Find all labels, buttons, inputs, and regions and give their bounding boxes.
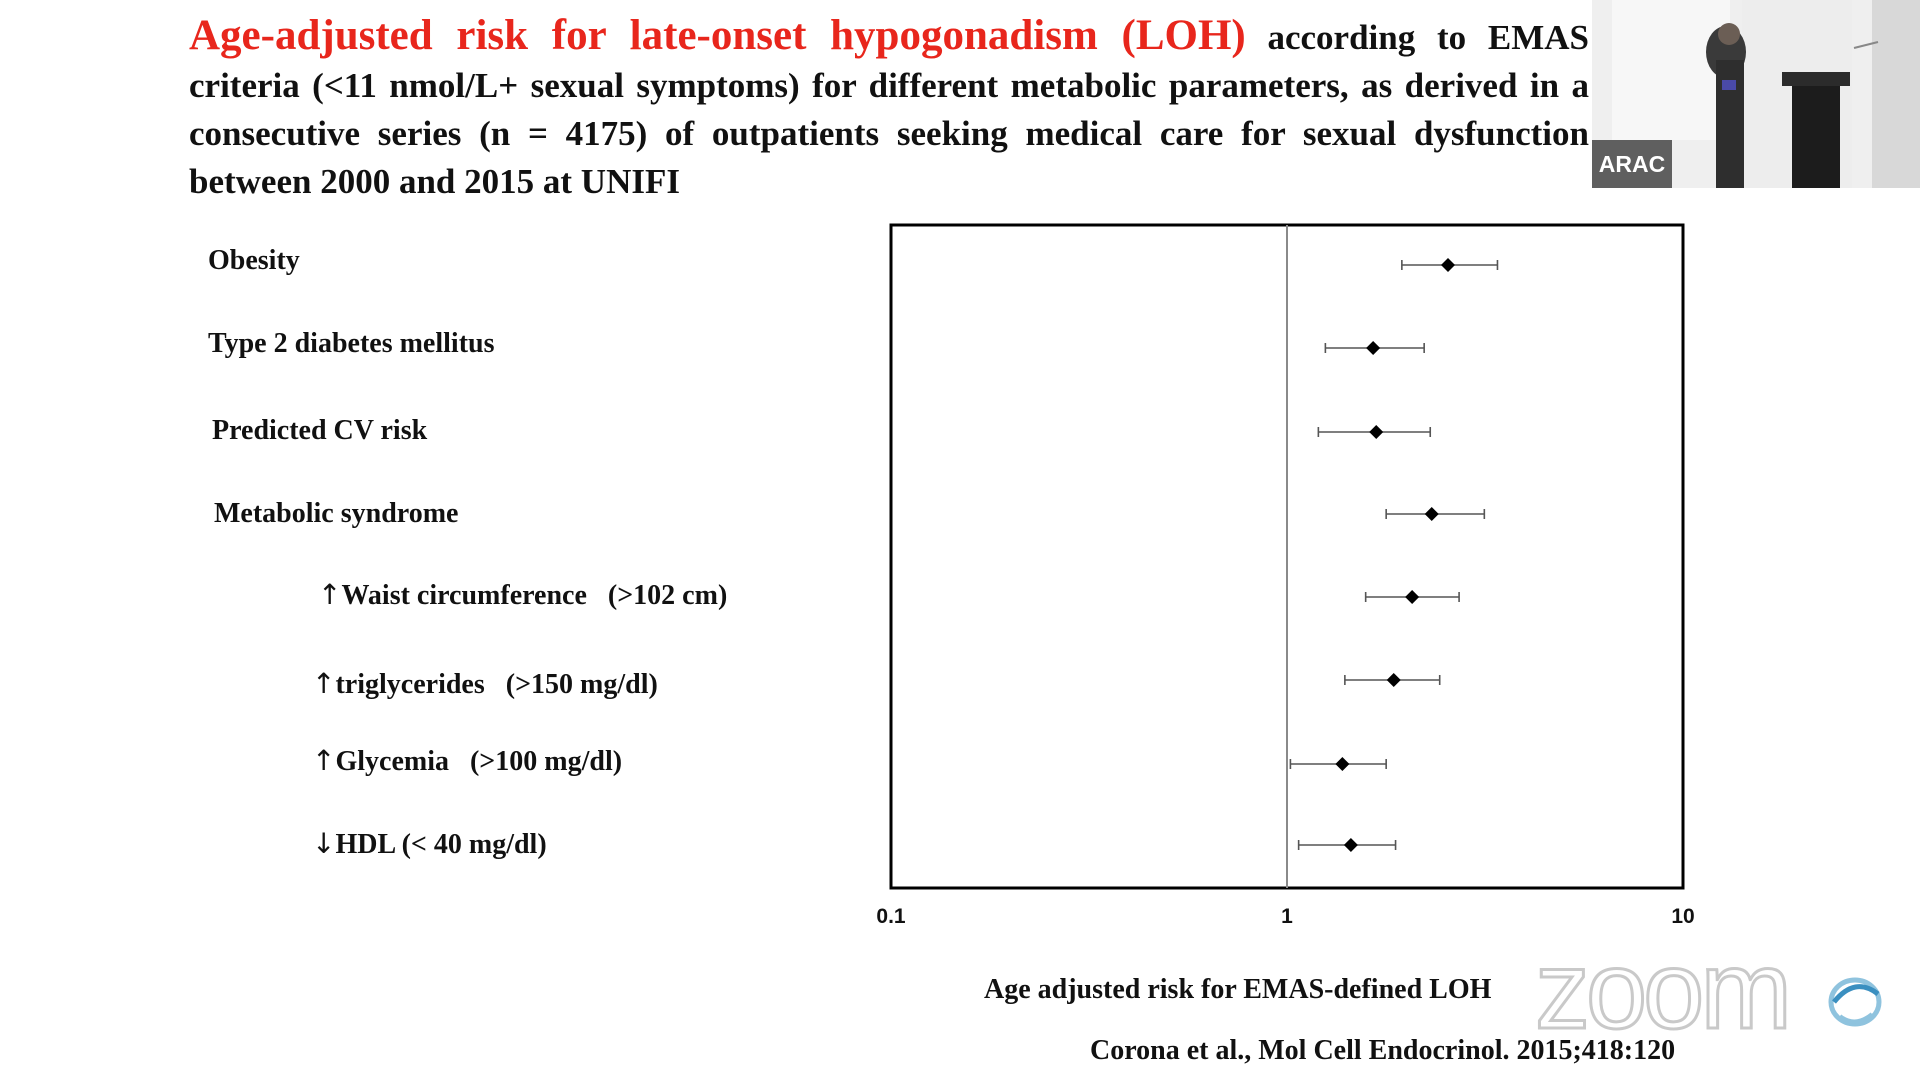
row-label-text: Metabolic syndrome	[214, 498, 459, 529]
row-label: ↑Waist circumference (>102 cm)	[318, 578, 727, 612]
row-label: ↓HDL (< 40 mg/dl)	[312, 827, 547, 861]
row-label: ↑Glycemia (>100 mg/dl)	[312, 744, 622, 778]
x-axis-title: Age adjusted risk for EMAS-defined LOH	[984, 974, 1492, 1005]
row-label-text: Predicted CV risk	[212, 415, 428, 446]
society-logo-icon	[1828, 977, 1882, 1027]
x-tick-label: 1	[1281, 905, 1293, 928]
point-estimate-marker	[1369, 425, 1384, 439]
arrow-up-icon: ↑	[312, 744, 336, 777]
slide-title: Age-adjusted risk for late-onset hypogon…	[189, 12, 1589, 206]
row-label: Metabolic syndrome	[214, 498, 458, 530]
point-estimate-marker	[1405, 590, 1420, 604]
video-thumbnail[interactable]: ARAC	[1592, 0, 1920, 188]
citation: Corona et al., Mol Cell Endocrinol. 2015…	[1090, 1035, 1676, 1066]
point-estimate-marker	[1343, 838, 1358, 852]
x-tick-label: 0.1	[876, 905, 906, 928]
row-label: Predicted CV risk	[212, 415, 427, 447]
slide-title-rest: according to EMAS criteria (<11 nmol/L+ …	[189, 18, 1589, 201]
video-name-banner: ARAC	[1592, 140, 1672, 188]
row-label-text: triglycerides (>150 mg/dl)	[335, 669, 658, 700]
row-label-text: Obesity	[208, 245, 300, 276]
point-estimate-marker	[1440, 258, 1455, 272]
point-estimate-marker	[1424, 507, 1439, 521]
row-label: Type 2 diabetes mellitus	[208, 328, 494, 360]
row-label-text: HDL (< 40 mg/dl)	[335, 829, 547, 860]
point-estimate-marker	[1386, 673, 1401, 687]
x-tick-label: 10	[1671, 905, 1694, 928]
row-label: Obesity	[208, 245, 300, 277]
arrow-up-icon: ↑	[312, 667, 336, 700]
arrow-up-icon: ↑	[318, 578, 342, 611]
row-label-text: Waist circumference (>102 cm)	[341, 580, 728, 611]
zoom-watermark: zoom	[1534, 929, 1794, 1052]
arrow-down-icon: ↓	[312, 827, 336, 860]
slide-title-highlight: Age-adjusted risk for late-onset hypogon…	[189, 12, 1246, 59]
row-label-text: Glycemia (>100 mg/dl)	[335, 746, 623, 777]
row-label: ↑triglycerides (>150 mg/dl)	[312, 667, 658, 701]
point-estimate-marker	[1366, 341, 1381, 355]
row-label-text: Type 2 diabetes mellitus	[208, 328, 495, 359]
point-estimate-marker	[1335, 757, 1350, 771]
